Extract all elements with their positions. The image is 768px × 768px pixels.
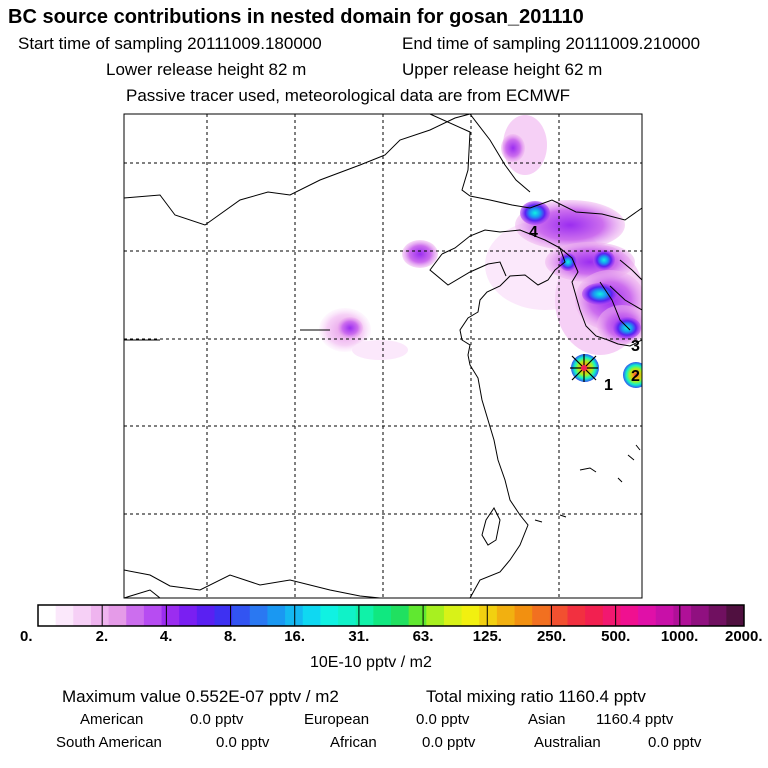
colorbar-swatch (108, 605, 127, 626)
colorbar-swatch (232, 605, 251, 626)
receptor-label-1: 1 (604, 377, 613, 394)
colorbar-tick-label: 500. (601, 628, 631, 645)
colorbar-swatch (55, 605, 74, 626)
colorbar-units: 10E-10 pptv / m2 (310, 654, 432, 671)
african-label: African (330, 734, 377, 751)
colorbar-swatch (355, 605, 374, 626)
colorbar-swatch (426, 605, 445, 626)
colorbar-tick-label: 125. (472, 628, 502, 645)
colorbar-tick-label: 8. (224, 628, 237, 645)
asian-value: 1160.4 pptv (596, 711, 674, 728)
colorbar-frame (37, 604, 745, 627)
african-value: 0.0 pptv (422, 734, 476, 751)
colorbar-swatch (73, 605, 92, 626)
concentration-field (124, 114, 642, 598)
receptor-label-3: 3 (631, 338, 640, 355)
south-american-label: South American (56, 734, 162, 751)
lower-release-height: Lower release height 82 m (106, 60, 307, 79)
colorbar-swatch (585, 605, 604, 626)
grid-lines (124, 114, 642, 598)
colorbar-swatch (602, 605, 621, 626)
colorbar-swatch (726, 605, 745, 626)
receptor-star-icon (570, 354, 598, 382)
end-time-label: End time of sampling 20111009.210000 (402, 34, 701, 53)
colorbar-swatch (391, 605, 410, 626)
european-value: 0.0 pptv (416, 711, 470, 728)
map-frame (123, 113, 643, 599)
map-title: BC source contributions in nested domain… (8, 6, 584, 28)
start-time-label: Start time of sampling 20111009.180000 (18, 34, 322, 53)
colorbar-swatch (496, 605, 515, 626)
australian-value: 0.0 pptv (648, 734, 702, 751)
american-value: 0.0 pptv (190, 711, 244, 728)
european-label: European (304, 711, 370, 728)
max-value-label: Maximum value 0.552E-07 pptv / m2 (62, 687, 339, 706)
colorbar-swatch (90, 605, 109, 626)
colorbar-tick-label: 1000. (660, 628, 699, 645)
total-mixing-label: Total mixing ratio 1160.4 pptv (426, 687, 646, 706)
colorbar-swatch (267, 605, 286, 626)
colorbar-swatch (196, 605, 215, 626)
colorbar-tick-label: 250. (536, 628, 567, 645)
tracer-note: Passive tracer used, meteorological data… (126, 86, 571, 105)
receptor-label-2: 2 (631, 368, 640, 385)
colorbar-swatch (443, 605, 462, 626)
colorbar-swatch (161, 605, 180, 626)
colorbar-swatch (479, 605, 498, 626)
colorbar-swatch (461, 605, 480, 626)
colorbar-swatch (708, 605, 727, 626)
colorbar-swatch (179, 605, 198, 626)
colorbar (37, 604, 745, 627)
australian-label: Australian (534, 734, 601, 751)
colorbar-swatch (143, 605, 162, 626)
colorbar-swatch (338, 605, 357, 626)
colorbar-swatch (673, 605, 692, 626)
colorbar-swatch (320, 605, 339, 626)
colorbar-swatch (249, 605, 268, 626)
colorbar-tick-label: 2. (95, 628, 109, 645)
colorbar-swatch (514, 605, 533, 626)
colorbar-tick-label: 63. (412, 628, 434, 645)
asian-label: Asian (528, 711, 566, 728)
colorbar-swatch (126, 605, 145, 626)
colorbar-swatch (285, 605, 304, 626)
colorbar-tick-label: 0. (20, 628, 33, 645)
colorbar-swatch (638, 605, 657, 626)
colorbar-swatch (691, 605, 710, 626)
colorbar-swatch (655, 605, 674, 626)
colorbar-swatch (532, 605, 551, 626)
colorbar-swatch (620, 605, 639, 626)
colorbar-swatch (38, 605, 57, 626)
american-label: American (80, 711, 144, 728)
colorbar-swatch (549, 605, 568, 626)
colorbar-swatch (567, 605, 586, 626)
colorbar-swatch (408, 605, 427, 626)
colorbar-tick-label: 2000. (725, 628, 763, 645)
south-american-value: 0.0 pptv (216, 734, 270, 751)
receptor-label-4: 4 (529, 224, 538, 241)
colorbar-tick-label: 4. (159, 628, 173, 645)
colorbar-swatch (214, 605, 233, 626)
colorbar-swatch (373, 605, 392, 626)
upper-release-height: Upper release height 62 m (402, 60, 603, 79)
colorbar-tick-label: 16. (284, 628, 306, 645)
colorbar-swatch (302, 605, 321, 626)
colorbar-tick-label: 31. (348, 628, 370, 645)
